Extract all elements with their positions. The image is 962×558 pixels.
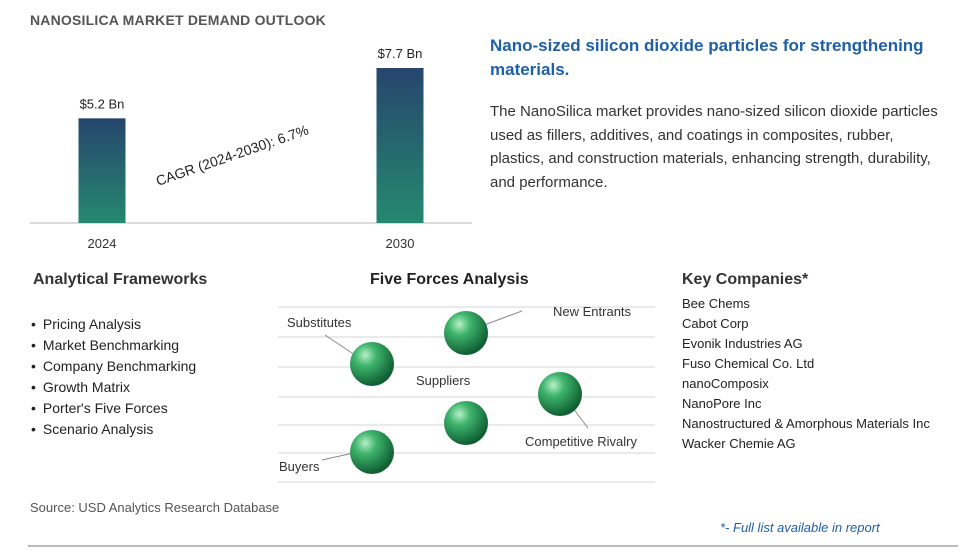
five-forces-diagram: Substitutes New Entrants Suppliers Compe… <box>278 304 655 483</box>
substitutes-sphere <box>350 342 394 386</box>
company-item: Evonik Industries AG <box>682 336 803 351</box>
company-item: NanoPore Inc <box>682 396 762 411</box>
value-label-2024: $5.2 Bn <box>80 96 125 111</box>
framework-item: Market Benchmarking <box>28 335 196 356</box>
company-item: Bee Chems <box>682 296 750 311</box>
market-description: The NanoSilica market provides nano-size… <box>490 103 938 191</box>
buyers-sphere <box>350 430 394 474</box>
source-note: Source: USD Analytics Research Database <box>30 500 280 515</box>
rivalry-sphere <box>538 372 582 416</box>
substitutes-connector <box>324 334 359 358</box>
category-label-2030: 2030 <box>386 236 415 251</box>
framework-item: Pricing Analysis <box>28 314 196 335</box>
company-item: Wacker Chemie AG <box>682 436 796 451</box>
company-item: Nanostructured & Amorphous Materials Inc <box>682 416 930 431</box>
new-entrants-label: New Entrants <box>553 304 632 319</box>
page-title: NANOSILICA MARKET DEMAND OUTLOOK <box>30 12 326 28</box>
substitutes-label: Substitutes <box>287 315 352 330</box>
bar-2030 <box>376 68 424 223</box>
headline: Nano-sized silicon dioxide particles for… <box>490 36 924 79</box>
company-item: nanoComposix <box>682 376 769 391</box>
full-list-note: *- Full list available in report <box>720 520 880 535</box>
company-item: Cabot Corp <box>682 316 749 331</box>
category-label-2024: 2024 <box>88 236 117 251</box>
frameworks-title: Analytical Frameworks <box>33 271 208 288</box>
companies-list: Bee Chems Cabot Corp Evonik Industries A… <box>682 294 942 454</box>
companies-title: Key Companies* <box>682 271 809 288</box>
framework-item: Company Benchmarking <box>28 356 196 377</box>
company-item: Fuso Chemical Co. Ltd <box>682 356 815 371</box>
framework-item: Growth Matrix <box>28 377 196 398</box>
suppliers-label: Suppliers <box>416 373 471 388</box>
value-label-2030: $7.7 Bn <box>378 46 423 61</box>
buyers-label: Buyers <box>279 459 320 474</box>
cagr-annotation: CAGR (2024-2030): 6.7% <box>154 122 311 189</box>
five-forces-title: Five Forces Analysis <box>370 271 529 288</box>
bar-chart: $5.2 Bn 2024 $7.7 Bn 2030 CAGR (2024-2030):… <box>30 46 472 251</box>
suppliers-sphere <box>444 401 488 445</box>
bar-2024 <box>78 118 126 223</box>
frameworks-list: Pricing Analysis Market Benchmarking Com… <box>28 314 196 440</box>
rivalry-label: Competitive Rivalry <box>525 434 637 449</box>
new-entrants-sphere <box>444 311 488 355</box>
footer-divider <box>28 545 958 547</box>
framework-item: Scenario Analysis <box>28 419 196 440</box>
framework-item: Porter's Five Forces <box>28 398 196 419</box>
